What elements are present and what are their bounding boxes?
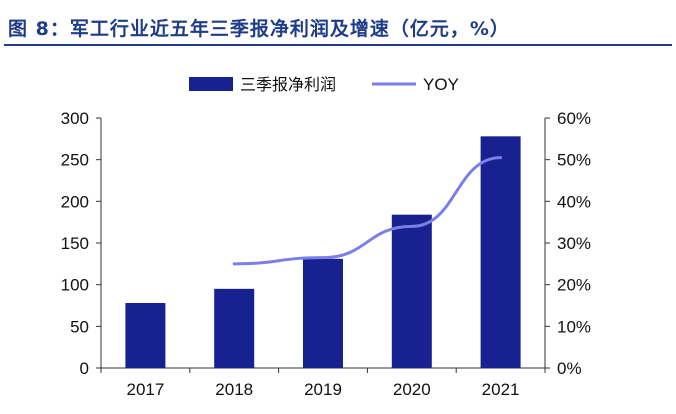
bar-series	[125, 136, 521, 368]
bar-2020	[391, 214, 432, 368]
chart-header: 图 8：军工行业近五年三季报净利润及增速（亿元，%）	[0, 0, 676, 48]
chart-axes: 0 50 100 150 200 250 300 0% 10% 20% 30% 40% 50% 60%	[61, 109, 591, 378]
x-tick-label: 2018	[215, 380, 253, 399]
figure-title: 图 8：军工行业近五年三季报净利润及增速（亿元，%）	[8, 18, 510, 40]
bar-2019	[303, 258, 343, 368]
legend-bar-label: 三季报净利润	[240, 75, 336, 94]
x-tick-label: 2017	[126, 380, 164, 399]
y-left-tick-label: 50	[70, 317, 89, 336]
y-right-tick-label: 30%	[557, 234, 591, 253]
y-left-tick-label: 150	[61, 234, 89, 253]
y-left-tick-label: 250	[61, 151, 89, 170]
yoy-line	[232, 156, 503, 266]
legend-line-label: YOY	[423, 75, 459, 94]
y-right-tick-label: 20%	[557, 276, 591, 295]
x-tick-label: 2020	[393, 380, 431, 399]
y-right-tick-label: 0%	[557, 359, 582, 378]
x-tick-label: 2021	[482, 380, 520, 399]
bar-2018	[214, 288, 255, 368]
title-rule	[4, 44, 672, 46]
y-left-tick-label: 200	[61, 192, 89, 211]
y-right-tick-label: 50%	[557, 151, 591, 170]
y-right-tick-label: 40%	[557, 192, 591, 211]
y-right-tick-label: 10%	[557, 317, 591, 336]
y-left-tick-label: 300	[61, 109, 89, 128]
y-right-tick-label: 60%	[557, 109, 591, 128]
bar-2021	[480, 136, 521, 368]
y-left-tick-label: 0	[80, 359, 89, 378]
x-tick-labels: 2017 2018 2019 2020 2021	[126, 380, 519, 399]
y-left-tick-label: 100	[61, 276, 89, 295]
bar-2017	[125, 303, 166, 368]
x-tick-label: 2019	[304, 380, 342, 399]
chart-legend: 三季报净利润 YOY	[189, 75, 459, 94]
yoy-series	[232, 156, 503, 266]
legend-bar-swatch	[189, 77, 233, 91]
